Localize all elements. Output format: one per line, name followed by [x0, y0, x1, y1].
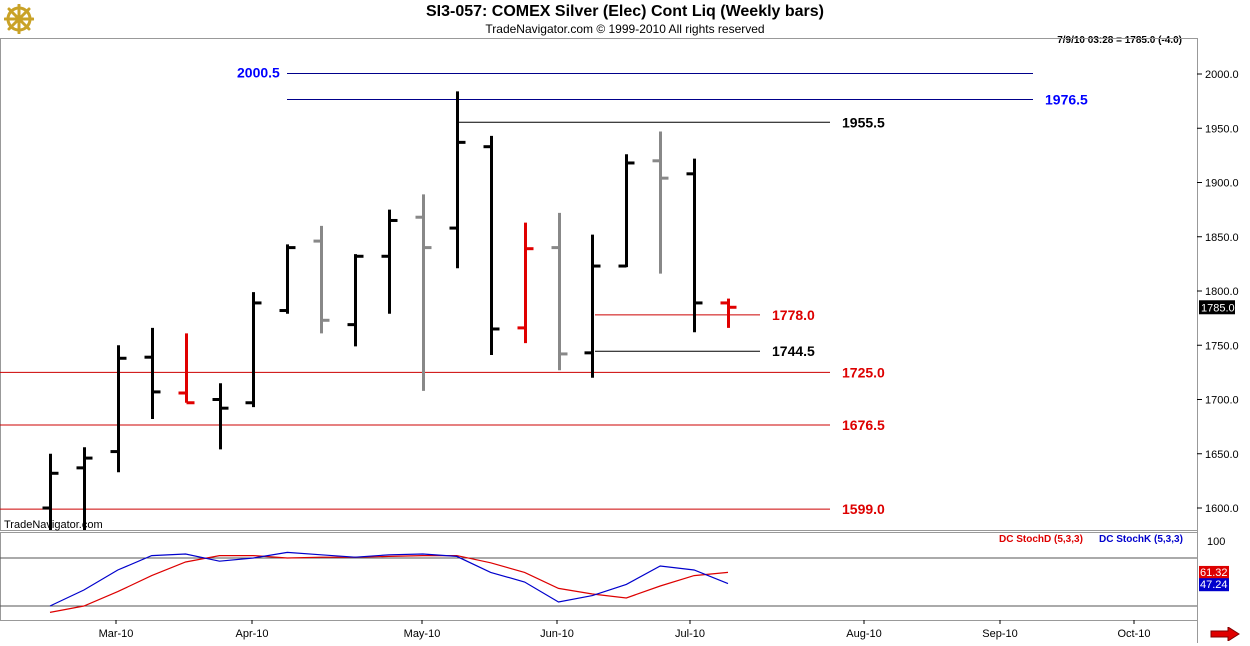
price-tick-label: 1750.0 — [1205, 340, 1239, 352]
level-label: 1676.5 — [842, 417, 885, 433]
stoch-k-line — [49, 551, 729, 607]
price-tick-label: 1650.0 — [1205, 449, 1239, 461]
time-tick-label: Mar-10 — [99, 628, 134, 640]
scroll-right-arrow-icon[interactable] — [1210, 626, 1240, 642]
time-tick-label: Oct-10 — [1117, 628, 1150, 640]
stoch-d-value-box — [1199, 565, 1229, 579]
stoch-d-value: 61.32 — [1200, 567, 1228, 579]
price-tick-label: 1600.0 — [1205, 503, 1239, 515]
trade-navigator-logo-icon[interactable] — [3, 3, 35, 35]
time-tick-label: Jul-10 — [675, 628, 705, 640]
copyright-text: TradeNavigator.com © 1999-2010 All right… — [485, 22, 765, 36]
time-tick-label: Jun-10 — [540, 628, 574, 640]
stoch-k-legend: DC StochK (5,3,3) — [1099, 534, 1183, 545]
stoch-axis-label: 100 — [1207, 536, 1225, 548]
price-tick-label: 1800.0 — [1205, 286, 1239, 298]
level-label: 1778.0 — [772, 307, 815, 323]
last-quote: 7/9/10 03:28 = 1785.0 (-4.0) — [1057, 35, 1182, 46]
stoch-d-legend: DC StochD (5,3,3) — [999, 534, 1083, 545]
stoch-d-line — [49, 554, 729, 613]
chart-title: SI3-057: COMEX Silver (Elec) Cont Liq (W… — [425, 3, 825, 20]
price-tick-label: 1850.0 — [1205, 232, 1239, 244]
time-tick-label: Aug-10 — [846, 628, 881, 640]
price-tick-label: 1700.0 — [1205, 395, 1239, 407]
stoch-k-value: 47.24 — [1200, 579, 1228, 591]
level-label: 1976.5 — [1045, 91, 1088, 107]
level-label: 1599.0 — [842, 501, 885, 517]
level-label: 1725.0 — [842, 364, 885, 380]
level-label: 1955.5 — [842, 114, 885, 130]
time-tick-label: May-10 — [404, 628, 441, 640]
stoch-k-value-box — [1199, 578, 1229, 592]
stoch-panel-frame — [0, 532, 1198, 621]
level-label: 1744.5 — [772, 343, 815, 359]
time-tick-label: Apr-10 — [235, 628, 268, 640]
price-tick-label: 1950.0 — [1205, 123, 1239, 135]
time-tick-label: Sep-10 — [982, 628, 1017, 640]
current-price-label: 1785.0 — [1201, 302, 1235, 314]
chart-header: SI3-057: COMEX Silver (Elec) Cont Liq (W… — [0, 0, 1250, 46]
watermark-text: TradeNavigator.com — [4, 519, 103, 531]
price-tick-label: 2000.0 — [1205, 69, 1239, 81]
current-price-box — [1199, 300, 1235, 315]
price-panel-frame — [0, 38, 1198, 531]
price-tick-label: 1900.0 — [1205, 178, 1239, 190]
level-label: 2000.5 — [237, 64, 280, 80]
